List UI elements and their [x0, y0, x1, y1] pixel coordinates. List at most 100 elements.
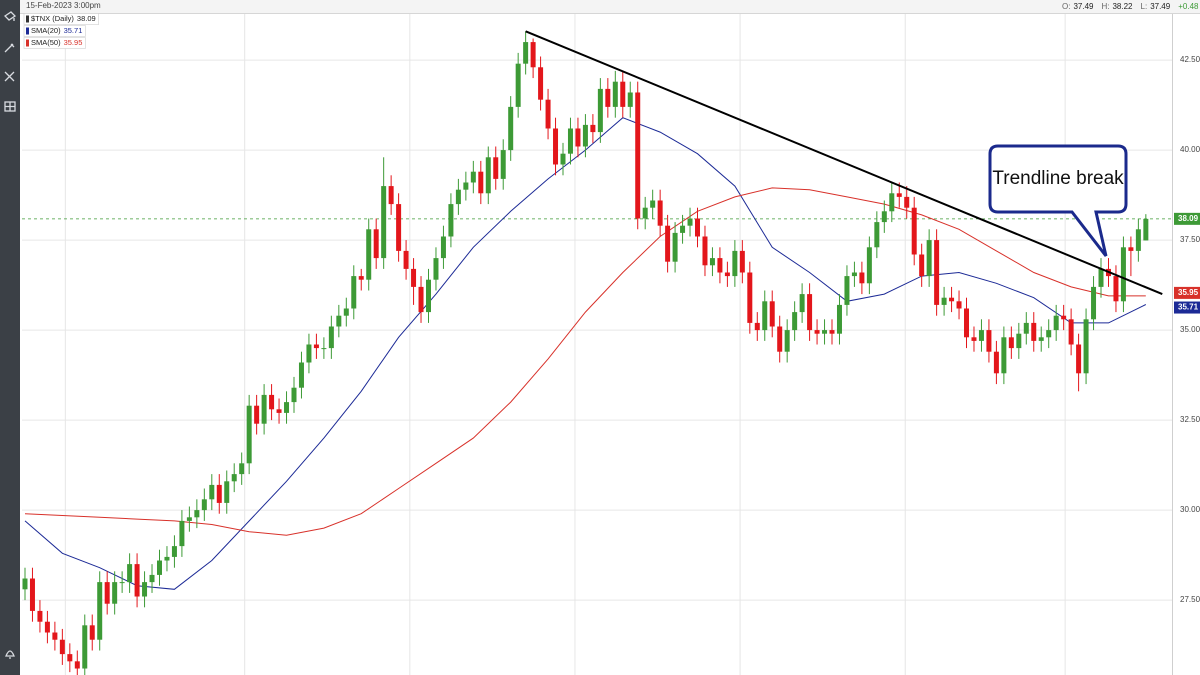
y-axis: 27.50 30.00 32.50 35.00 37.50 40.00 42.50 35.71…: [1174, 55, 1200, 604]
header-bar: [0, 0, 1200, 13]
ohlc-label: O:: [1062, 2, 1070, 11]
candle-body: [881, 211, 887, 223]
candle-body: [463, 182, 469, 190]
candle-body: [747, 272, 753, 323]
candle-body: [769, 301, 775, 327]
candle-body: [321, 348, 327, 350]
candle-body: [941, 297, 947, 305]
candle-body: [224, 481, 230, 503]
candle-body: [328, 326, 334, 349]
candle-body: [822, 330, 828, 334]
candle-body: [209, 484, 215, 500]
icon-tools[interactable]: [4, 71, 15, 82]
candle-body: [971, 337, 977, 341]
candle-body: [246, 405, 252, 464]
icon-alert[interactable]: [5, 650, 15, 659]
icon-brush[interactable]: [4, 43, 15, 53]
candle-body: [22, 578, 28, 590]
candle-body: [956, 301, 962, 309]
candle-body: [1001, 337, 1007, 374]
candle-body: [29, 578, 35, 611]
candle-body: [978, 330, 984, 341]
toolbar-icons: [3, 11, 17, 659]
candle-body: [530, 42, 536, 68]
candle-body: [986, 330, 992, 352]
candle-body: [1008, 337, 1014, 349]
candle-body: [1076, 344, 1082, 374]
candle-body: [784, 330, 790, 352]
candle-body: [553, 128, 559, 165]
candle-body: [612, 81, 618, 107]
legend-box: [23, 13, 100, 25]
candle-body: [433, 258, 439, 280]
candle-body: [717, 258, 723, 273]
candle-body: [119, 582, 125, 584]
grid: [22, 14, 1172, 675]
candle-body: [343, 308, 349, 316]
legend-swatch: [26, 27, 29, 35]
candle-body: [590, 124, 596, 133]
candle-body: [1135, 229, 1141, 251]
trend: [525, 30, 1163, 296]
candle-body: [754, 322, 760, 331]
candle-body: [440, 236, 446, 259]
icon-paint[interactable]: [3, 11, 17, 21]
candle-body: [216, 484, 222, 503]
candle-body: [635, 92, 641, 219]
candle-body: [1053, 315, 1059, 331]
trendline: [525, 30, 1163, 296]
candle-body: [171, 546, 177, 557]
header: 15-Feb-2023 3:00pm O: 37.49 H: 38.22 L: 37.49…: [26, 1, 1200, 11]
y-axis-panel: [1172, 14, 1200, 675]
candle-body: [306, 344, 312, 363]
candle-body: [851, 272, 857, 277]
price-tag: [1174, 286, 1200, 299]
candle-body: [687, 218, 693, 226]
candle-body: [1098, 268, 1104, 287]
candle-body: [582, 124, 588, 147]
ohlc-value: 38.22: [1112, 2, 1133, 11]
candle-body: [792, 312, 798, 331]
candle-body: [194, 510, 200, 518]
candle-body: [381, 186, 387, 259]
candle-body: [642, 207, 648, 219]
candle-body: [1113, 276, 1119, 302]
legend-swatch: [26, 15, 29, 23]
candle-body: [896, 193, 902, 197]
candle-body: [351, 276, 357, 309]
candle-body: [1061, 315, 1067, 320]
candle-body: [1128, 247, 1134, 251]
candle-body: [807, 294, 813, 331]
toolbar: [0, 0, 20, 675]
candle-body: [164, 556, 170, 561]
ohlc-label: H:: [1101, 2, 1109, 11]
candle-body: [949, 297, 955, 302]
candle-body: [201, 499, 207, 511]
candle-body: [298, 362, 304, 388]
candle-body: [1016, 333, 1022, 349]
candle-body: [926, 240, 932, 277]
candle-body: [44, 621, 50, 633]
candle-body: [470, 171, 476, 183]
legend-name: SMA(20): [31, 26, 61, 35]
price-tag: [1174, 301, 1200, 314]
candle-body: [478, 171, 484, 194]
candle-body: [702, 236, 708, 266]
callout-box: [988, 144, 1128, 257]
legend-value: 35.95: [64, 38, 83, 47]
candle-body: [500, 150, 506, 179]
candle-body: [82, 625, 88, 669]
candle-body: [597, 88, 603, 133]
legend-box: [23, 37, 86, 49]
candle-body: [650, 200, 656, 208]
sma-line: [24, 187, 1146, 536]
annotation: Trendline break: [992, 168, 1124, 189]
candle-body: [545, 99, 551, 129]
candle-body: [1031, 322, 1037, 341]
candles: [22, 31, 1149, 675]
candle-body: [672, 232, 678, 262]
candle-body: [134, 564, 140, 597]
candle-body: [67, 654, 73, 662]
